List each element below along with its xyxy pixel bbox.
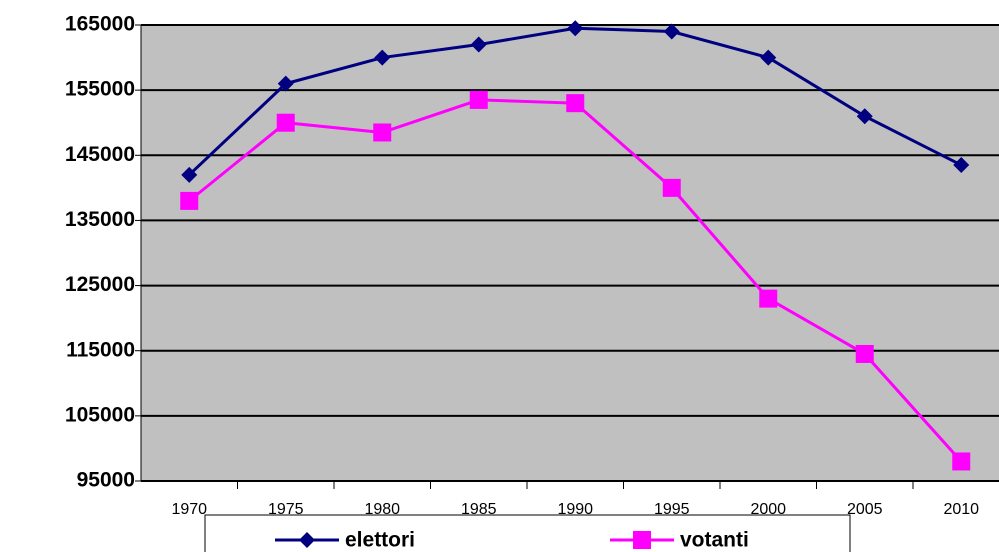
data-point [760, 49, 777, 66]
legend-label: elettori [345, 529, 415, 552]
y-tick-label: 155000 [65, 78, 135, 101]
x-tick-label: 1990 [557, 501, 593, 518]
y-tick-label: 95000 [77, 469, 135, 492]
x-tick-label: 1995 [654, 501, 690, 518]
plot-area [141, 25, 999, 481]
x-tick-label: 1975 [268, 501, 304, 518]
data-point [567, 20, 584, 37]
legend-box [204, 514, 851, 552]
x-tick-label: 2000 [750, 501, 786, 518]
data-point [952, 452, 971, 471]
x-tick-label: 1980 [364, 501, 400, 518]
data-point [181, 166, 198, 183]
data-point [469, 90, 488, 109]
data-point [856, 108, 873, 125]
y-tick-label: 125000 [65, 273, 135, 296]
x-tick-label: 2010 [943, 501, 979, 518]
y-tick-label: 145000 [65, 143, 135, 166]
y-tick-label: 165000 [65, 13, 135, 36]
data-point [662, 178, 681, 197]
data-point [277, 75, 294, 92]
data-point [374, 49, 391, 66]
data-point [759, 289, 778, 308]
y-tick-label: 105000 [65, 403, 135, 426]
data-point [276, 113, 295, 132]
x-tick-label: 1985 [461, 501, 497, 518]
data-point [470, 36, 487, 53]
y-tick-label: 135000 [65, 208, 135, 231]
legend-marker [299, 532, 315, 548]
data-point [855, 344, 874, 363]
legend-label: votanti [680, 529, 749, 552]
data-point [180, 191, 199, 210]
data-point [566, 94, 585, 113]
x-tick-label: 2005 [847, 501, 883, 518]
data-point [663, 23, 680, 40]
y-tick-label: 115000 [66, 338, 135, 361]
data-point [953, 157, 970, 174]
legend-marker [633, 531, 651, 549]
x-tick-label: 1970 [171, 501, 207, 518]
data-point [373, 123, 392, 142]
